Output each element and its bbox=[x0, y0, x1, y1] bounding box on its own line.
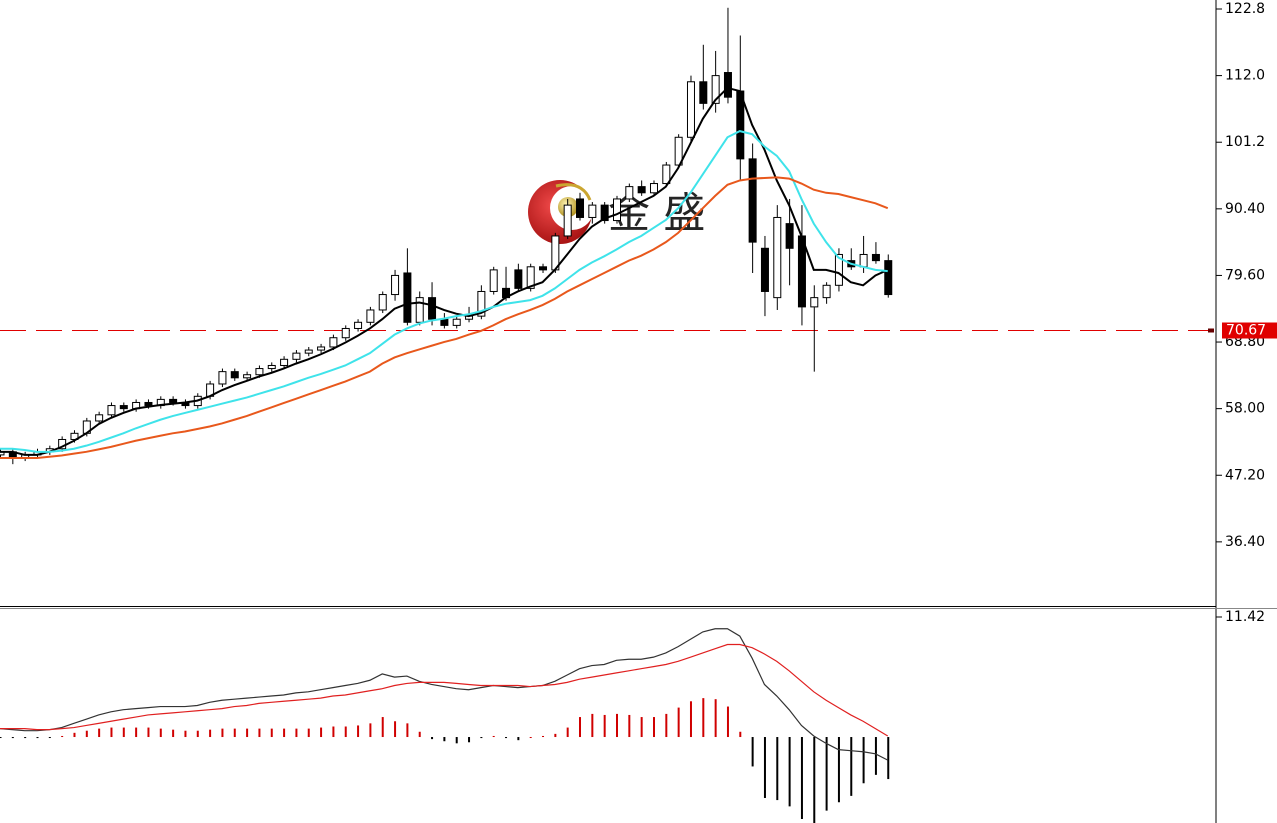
watermark-text: 金 盛 bbox=[608, 189, 705, 238]
candle-body bbox=[119, 405, 128, 410]
candle-body bbox=[760, 247, 769, 292]
candle-body bbox=[304, 349, 313, 354]
candle-body bbox=[686, 81, 695, 138]
candle-body bbox=[822, 284, 831, 299]
current-price-box bbox=[1222, 322, 1277, 339]
indicator-line bbox=[0, 643, 889, 737]
moving-average-line bbox=[0, 86, 889, 456]
y-tick-label: 58.00 bbox=[1225, 401, 1265, 417]
candle-body bbox=[95, 414, 104, 422]
candle-body bbox=[711, 75, 720, 104]
indicator-line bbox=[0, 628, 889, 761]
candle-body bbox=[255, 368, 264, 376]
candle-body bbox=[354, 321, 363, 329]
candle-body bbox=[871, 253, 880, 262]
candle-body bbox=[514, 269, 523, 289]
logo-swoosh bbox=[555, 183, 592, 201]
candle-body bbox=[243, 374, 252, 379]
y-tick-label: 90.40 bbox=[1225, 201, 1265, 217]
watermark: 金 盛 bbox=[528, 180, 705, 244]
current-price-label: 70.67 bbox=[1226, 323, 1266, 339]
candle-body bbox=[563, 204, 572, 237]
candle-body bbox=[230, 371, 239, 379]
candle-body bbox=[539, 266, 548, 271]
candle-body bbox=[428, 297, 437, 320]
candle-body bbox=[452, 318, 461, 326]
candle-body bbox=[637, 186, 646, 194]
y-tick-label: 79.60 bbox=[1225, 267, 1265, 283]
candle-body bbox=[748, 158, 757, 243]
candle-body bbox=[267, 364, 276, 370]
price-axis: 122.8112.0101.290.4079.6068.8058.0047.20… bbox=[1208, 1, 1277, 625]
candle-body bbox=[292, 352, 301, 360]
y-tick-label: 122.8 bbox=[1225, 1, 1265, 17]
main-panel bbox=[0, 7, 1216, 465]
y-tick-label: 11.42 bbox=[1225, 609, 1265, 625]
candle-body bbox=[526, 266, 535, 289]
candle-body bbox=[884, 260, 893, 296]
indicator-panel bbox=[0, 628, 890, 823]
candle-body bbox=[600, 204, 609, 222]
candle-body bbox=[378, 294, 387, 311]
candle-body bbox=[699, 81, 708, 104]
candle-body bbox=[366, 309, 375, 323]
candle-body bbox=[391, 274, 400, 296]
candle-body bbox=[810, 297, 819, 308]
y-tick-label: 47.20 bbox=[1225, 467, 1265, 483]
candle-body bbox=[489, 269, 498, 292]
candle-body bbox=[576, 198, 585, 218]
moving-average-line bbox=[0, 130, 888, 453]
candle-body bbox=[859, 253, 868, 268]
candle-body bbox=[218, 371, 227, 385]
candle-body bbox=[662, 164, 671, 185]
candle-body bbox=[169, 398, 178, 403]
candle-body bbox=[649, 183, 658, 194]
current-price-marker bbox=[1208, 328, 1214, 333]
candle-body bbox=[107, 405, 116, 416]
y-tick-label: 36.40 bbox=[1225, 534, 1265, 550]
candle-body bbox=[329, 337, 338, 348]
candle-body bbox=[341, 327, 350, 339]
candle-body bbox=[834, 253, 843, 286]
candle-body bbox=[625, 186, 634, 200]
candle-body bbox=[723, 72, 732, 98]
candle-body bbox=[613, 198, 621, 222]
candle-body bbox=[415, 297, 424, 323]
candle-body bbox=[785, 223, 794, 249]
candle-body bbox=[588, 204, 597, 218]
candle-body bbox=[773, 216, 782, 299]
candle-body bbox=[403, 272, 412, 323]
y-tick-label: 101.2 bbox=[1225, 134, 1265, 150]
y-tick-label: 112.0 bbox=[1225, 68, 1265, 84]
candle-body bbox=[317, 346, 326, 351]
moving-average-line bbox=[0, 176, 889, 459]
candle-body bbox=[144, 401, 153, 407]
candle-body bbox=[477, 290, 486, 317]
candle-body bbox=[440, 318, 449, 326]
candle-body bbox=[280, 358, 289, 366]
